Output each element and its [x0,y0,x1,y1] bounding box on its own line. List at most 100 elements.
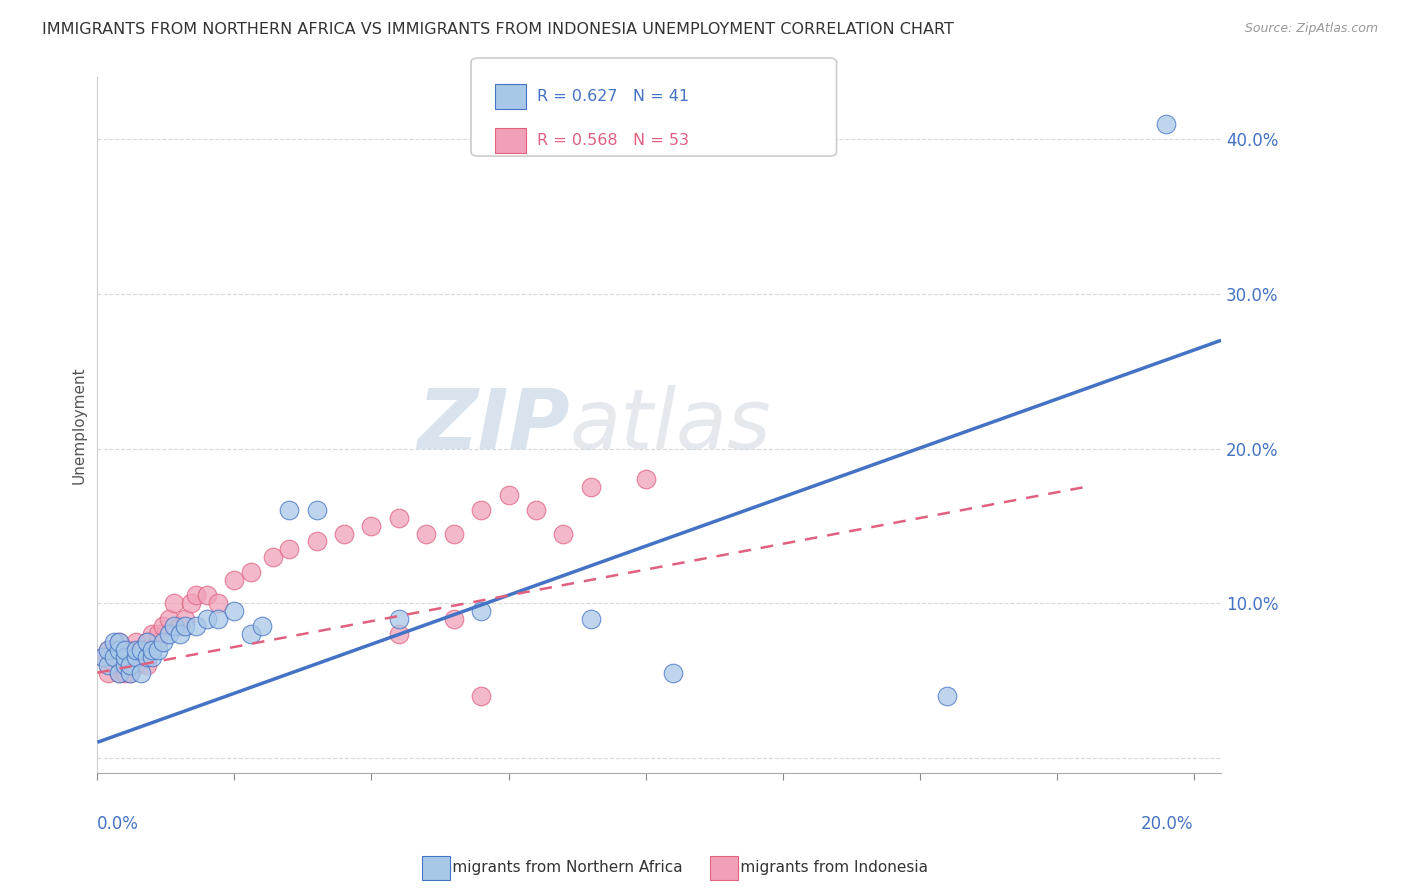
Point [579,611,602,625]
Point [141,642,163,657]
Point [152,619,174,633]
Point [125,650,148,665]
Point [1156,117,1178,131]
Point [470,604,492,618]
Point [634,472,657,486]
Point [662,665,685,680]
Point [120,642,142,657]
Point [114,665,136,680]
Point [157,611,180,625]
Point [114,642,136,657]
Point [108,665,131,680]
Point [262,549,284,564]
Point [114,650,136,665]
Point [152,634,174,648]
Point [103,642,125,657]
Point [305,534,328,549]
Text: Immigrants from Northern Africa: Immigrants from Northern Africa [433,860,683,874]
Point [443,611,465,625]
Point [169,619,191,633]
Point [174,611,197,625]
Point [163,596,186,610]
Point [388,611,411,625]
Point [579,480,602,494]
Point [174,619,197,633]
Text: Immigrants from Indonesia: Immigrants from Indonesia [721,860,928,874]
Text: R = 0.627   N = 41: R = 0.627 N = 41 [537,89,689,103]
Point [305,503,328,517]
Point [141,642,163,657]
Point [108,650,131,665]
Point [146,634,169,648]
Point [169,627,191,641]
Point [114,650,136,665]
Point [388,511,411,525]
Point [108,665,131,680]
Point [103,650,125,665]
Point [129,642,152,657]
Point [278,541,301,556]
Point [97,665,120,680]
Point [114,657,136,672]
Point [125,642,148,657]
Point [195,611,218,625]
Point [157,627,180,641]
Point [125,650,148,665]
Point [103,650,125,665]
Point [553,526,575,541]
Point [103,634,125,648]
Point [135,650,157,665]
Point [360,518,382,533]
Point [141,650,163,665]
Point [524,503,547,517]
Text: Source: ZipAtlas.com: Source: ZipAtlas.com [1244,22,1378,36]
Y-axis label: Unemployment: Unemployment [72,367,86,484]
Point [239,565,262,579]
Point [125,634,148,648]
Point [207,596,229,610]
Point [146,642,169,657]
Point [333,526,356,541]
Point [163,619,186,633]
Point [224,604,246,618]
Point [114,642,136,657]
Point [184,588,207,602]
Point [498,488,520,502]
Point [91,650,114,665]
Text: ZIP: ZIP [416,384,569,466]
Point [108,642,131,657]
Point [415,526,437,541]
Point [129,665,152,680]
Point [195,588,218,602]
Point [936,689,959,703]
Point [97,642,120,657]
Point [97,642,120,657]
Point [184,619,207,633]
Text: R = 0.568   N = 53: R = 0.568 N = 53 [537,134,689,148]
Point [120,665,142,680]
Point [125,657,148,672]
Point [135,634,157,648]
Point [141,627,163,641]
Text: 20.0%: 20.0% [1142,815,1194,833]
Point [120,657,142,672]
Point [239,627,262,641]
Point [388,627,411,641]
Point [443,526,465,541]
Text: IMMIGRANTS FROM NORTHERN AFRICA VS IMMIGRANTS FROM INDONESIA UNEMPLOYMENT CORREL: IMMIGRANTS FROM NORTHERN AFRICA VS IMMIG… [42,22,955,37]
Point [103,657,125,672]
Point [135,657,157,672]
Point [108,634,131,648]
Point [180,596,202,610]
Point [108,634,131,648]
Point [129,650,152,665]
Point [278,503,301,517]
Point [146,627,169,641]
Point [91,650,114,665]
Point [135,634,157,648]
Point [120,665,142,680]
Point [97,657,120,672]
Point [207,611,229,625]
Text: atlas: atlas [569,384,770,466]
Point [224,573,246,587]
